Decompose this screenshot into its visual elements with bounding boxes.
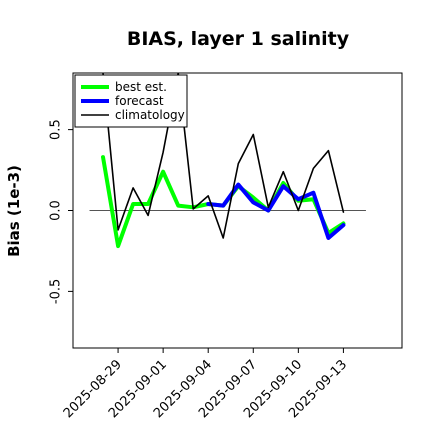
- series-line-forecast: [206, 182, 346, 240]
- series-line-best-est: [101, 155, 346, 249]
- series-group: [101, 73, 346, 249]
- y-tick-label: -0.5: [49, 279, 64, 304]
- chart-title: BIAS, layer 1 salinity: [127, 28, 350, 50]
- plot-area: -0.50.00.52025-08-292025-09-012025-09-04…: [49, 72, 403, 421]
- y-tick-label: 0.0: [49, 200, 64, 221]
- legend-label: forecast: [115, 94, 164, 108]
- series-line-climatology: [102, 73, 345, 239]
- y-tick-label: 0.5: [49, 119, 64, 140]
- legend-label: climatology: [115, 108, 185, 122]
- y-axis-label: Bias (1e-3): [5, 165, 23, 257]
- legend-label: best est.: [115, 80, 167, 94]
